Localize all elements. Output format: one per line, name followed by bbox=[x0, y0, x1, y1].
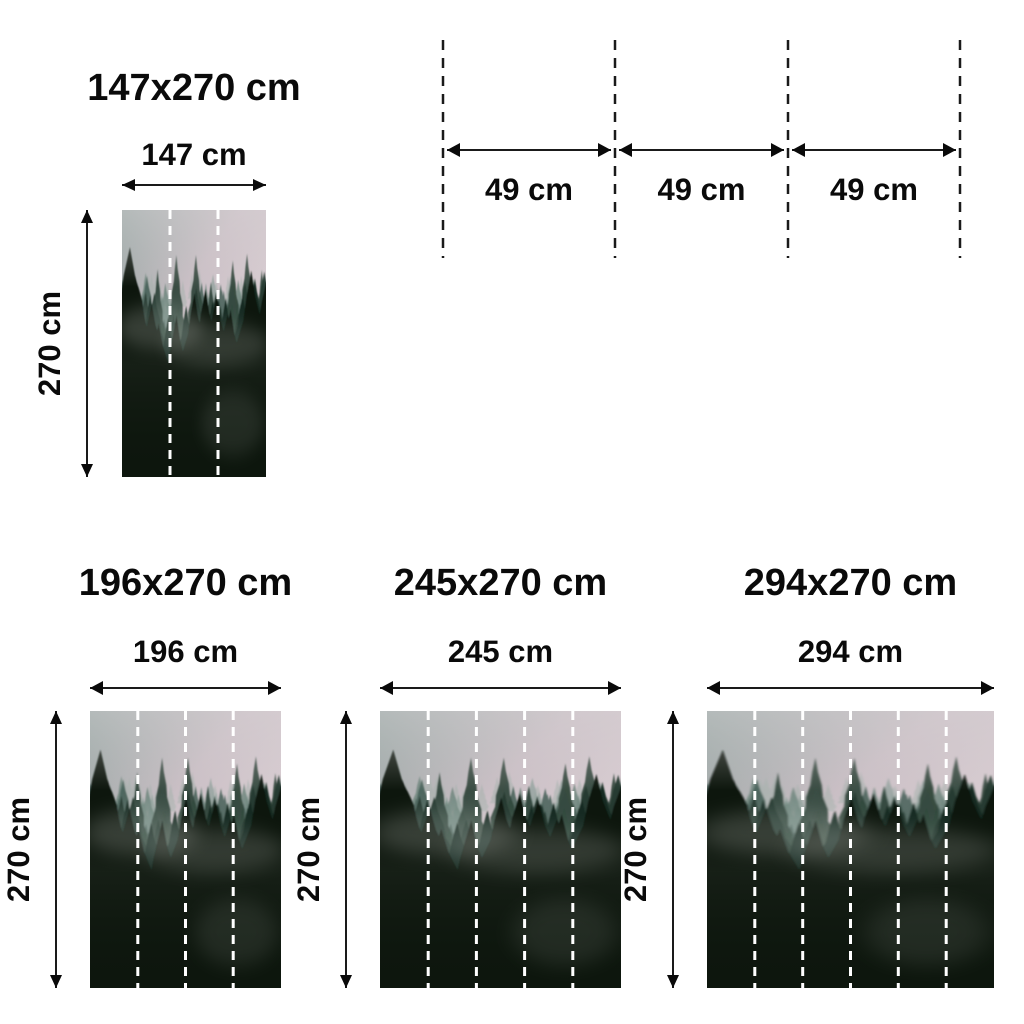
svg-text:294 cm: 294 cm bbox=[798, 634, 903, 669]
svg-text:245 cm: 245 cm bbox=[448, 634, 553, 669]
svg-text:294x270 cm: 294x270 cm bbox=[744, 562, 957, 604]
svg-text:270 cm: 270 cm bbox=[291, 797, 326, 902]
svg-text:245x270 cm: 245x270 cm bbox=[394, 562, 607, 604]
svg-text:147 cm: 147 cm bbox=[141, 137, 246, 172]
svg-text:270 cm: 270 cm bbox=[618, 797, 653, 902]
svg-text:49 cm: 49 cm bbox=[485, 172, 573, 207]
svg-text:49 cm: 49 cm bbox=[658, 172, 746, 207]
svg-text:49 cm: 49 cm bbox=[830, 172, 918, 207]
svg-text:270 cm: 270 cm bbox=[32, 291, 67, 396]
svg-text:196 cm: 196 cm bbox=[133, 634, 238, 669]
svg-text:196x270 cm: 196x270 cm bbox=[79, 562, 292, 604]
svg-text:270 cm: 270 cm bbox=[1, 797, 36, 902]
svg-text:147x270 cm: 147x270 cm bbox=[87, 67, 300, 109]
